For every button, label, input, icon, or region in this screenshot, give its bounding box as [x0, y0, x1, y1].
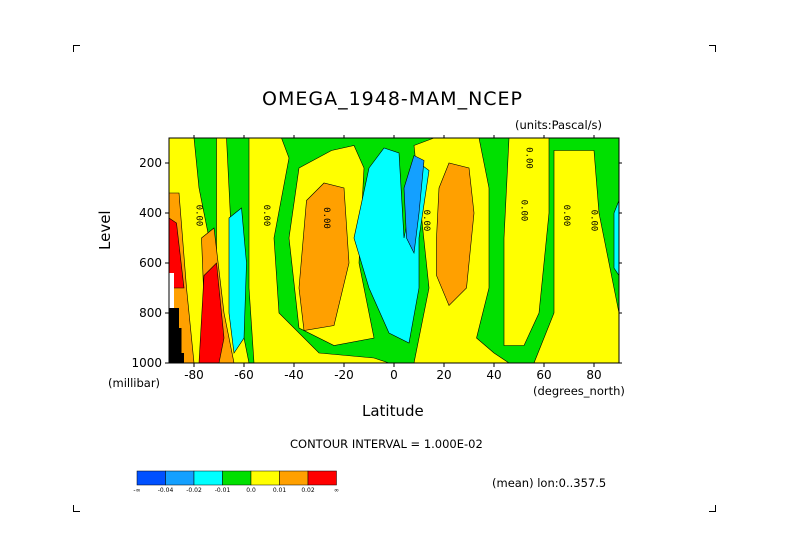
mean-longitude-label: (mean) lon:0..357.5 [492, 476, 607, 490]
region-positive-core-nh-20 [436, 162, 475, 307]
x-axis-title: Latitude [362, 402, 424, 420]
region-positive-band-sh-high [503, 137, 550, 346]
units-label: (units:Pascal/s) [515, 118, 603, 132]
colorbar-swatch [165, 470, 195, 486]
colorbar-swatch [136, 470, 166, 486]
y-tick-label: 200 [139, 156, 162, 170]
x-tick-label: 20 [436, 368, 451, 382]
x-axis-unit: (degrees_north) [533, 384, 625, 398]
y-tick-label: 600 [139, 256, 162, 270]
x-tick-label: -20 [334, 368, 354, 382]
region-negative-peak-equator [403, 155, 425, 255]
colorbar-label: -0.02 [186, 487, 202, 494]
region-negative-core-equator [353, 147, 430, 344]
corner-mark-top-right [709, 45, 716, 52]
colorbar-swatch [222, 470, 252, 486]
contour-label: 0.00 [194, 205, 204, 227]
x-tick-label: 0 [390, 368, 398, 382]
region-undefined-gap [169, 273, 174, 308]
contour-label: 0.00 [519, 200, 529, 222]
region-strong-positive-sh-high [198, 262, 225, 364]
colorbar-swatch [193, 470, 223, 486]
plot-regions [168, 137, 620, 364]
x-tick-label: 40 [486, 368, 501, 382]
x-tick-label: -80 [184, 368, 204, 382]
chart-title: OMEGA_1948-MAM_NCEP [262, 88, 524, 110]
y-tick-label: 800 [139, 306, 162, 320]
corner-mark-bottom-left [73, 505, 80, 512]
x-tick-label: -60 [234, 368, 254, 382]
colorbar-label: -0.04 [158, 487, 174, 494]
colorbar-label: -∞ [133, 487, 140, 494]
x-tick-label: 80 [586, 368, 601, 382]
contour-label: 0.00 [561, 205, 571, 227]
colorbar-label: ∞ [334, 487, 339, 494]
colorbar-swatch [279, 470, 309, 486]
contour-label: 0.00 [524, 147, 534, 169]
colorbar-swatch [307, 470, 337, 486]
colorbar-swatch [250, 470, 280, 486]
contour-label: 0.00 [589, 210, 599, 232]
y-axis-unit: (millibar) [108, 376, 161, 390]
corner-mark-bottom-right [709, 505, 716, 512]
contour-interval-label: CONTOUR INTERVAL = 1.000E-02 [290, 437, 483, 451]
region-positive-band-sh-high [248, 137, 390, 364]
x-tick-label: 60 [536, 368, 551, 382]
contour-label: 0.00 [261, 205, 271, 227]
region-negative-edge-nh-90 [613, 200, 620, 277]
colorbar-label: -0.01 [215, 487, 231, 494]
contour-label: 0.00 [421, 210, 431, 232]
y-tick-label: 1000 [131, 356, 162, 370]
contour-label: 0.00 [321, 207, 331, 229]
region-positive-core-sh-30 [298, 182, 350, 331]
colorbar-label: 0.01 [273, 487, 287, 494]
region-negative-core-sh-60 [228, 207, 247, 354]
colorbar: -∞ -0.04 -0.02 -0.01 0.0 0.01 0.02 ∞ [133, 470, 339, 494]
x-tick-label: -40 [284, 368, 304, 382]
corner-mark-top-left [73, 45, 80, 52]
y-axis-title: Level [96, 210, 114, 250]
y-tick-label: 400 [139, 206, 162, 220]
colorbar-label: 0.02 [301, 487, 315, 494]
colorbar-label: 0.0 [246, 487, 256, 494]
